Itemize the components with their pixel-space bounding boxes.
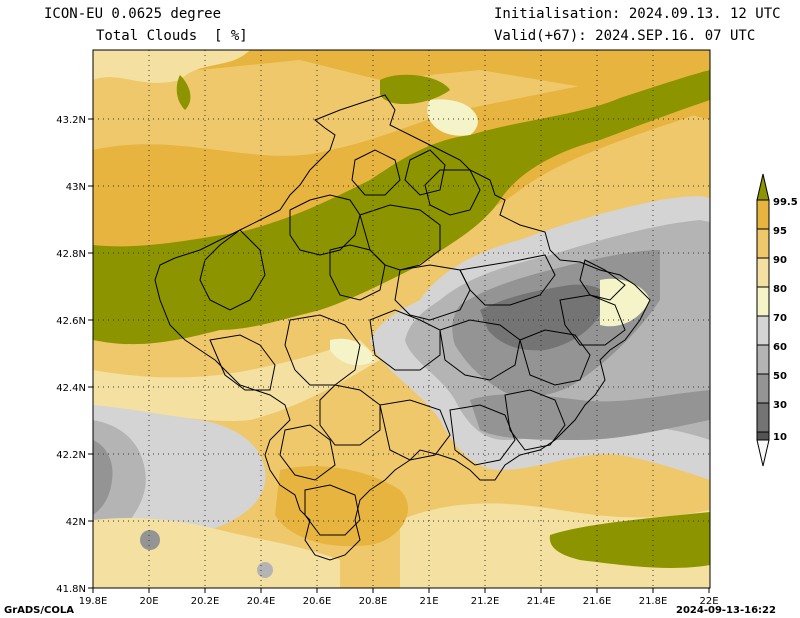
colorbar-top-arrow <box>756 173 770 201</box>
lon-label: 21.6E <box>583 596 612 607</box>
lon-label: 20.2E <box>191 596 220 607</box>
colorbar-label: 95 <box>773 226 787 237</box>
lat-label: 42.4N <box>56 383 86 394</box>
lon-label: 19.8E <box>79 596 108 607</box>
colorbar-swatch <box>756 199 770 230</box>
lat-label: 42.6N <box>56 316 86 327</box>
lon-label: 20E <box>139 596 158 607</box>
lon-label: 20.8E <box>359 596 388 607</box>
colorbar-swatch <box>756 257 770 288</box>
colorbar-label: 50 <box>773 371 787 382</box>
colorbar-swatch <box>756 228 770 259</box>
footer-right: 2024-09-13-16:22 <box>676 605 776 616</box>
colorbar-label: 10 <box>773 432 787 443</box>
lat-label: 41.8N <box>56 584 86 595</box>
lat-label: 42.8N <box>56 249 86 260</box>
lat-label: 43N <box>66 182 86 193</box>
lat-label: 42N <box>66 517 86 528</box>
cloud-field <box>93 50 710 588</box>
lon-label: 21E <box>419 596 438 607</box>
colorbar-label: 60 <box>773 342 787 353</box>
admin-borders <box>154 94 651 561</box>
footer-left: GrADS/COLA <box>4 605 74 616</box>
lon-label: 21.8E <box>639 596 668 607</box>
colorbar-bottom-arrow <box>756 439 770 467</box>
lon-label: 21.2E <box>471 596 500 607</box>
field-title: Total Clouds [ %] <box>96 28 248 44</box>
lon-label: 20.6E <box>303 596 332 607</box>
colorbar-label: 90 <box>773 255 787 266</box>
model-title: ICON-EU 0.0625 degree <box>44 6 222 22</box>
colorbar-label: 80 <box>773 284 787 295</box>
colorbar-swatch <box>756 431 770 441</box>
colorbar-label: 70 <box>773 313 787 324</box>
valid-time: Valid(+67): 2024.SEP.16. 07 UTC <box>494 28 756 44</box>
lat-label: 43.2N <box>56 115 86 126</box>
lon-label: 21.4E <box>527 596 556 607</box>
colorbar-swatch <box>756 402 770 433</box>
axis-ticks <box>88 118 710 593</box>
init-time: Initialisation: 2024.09.13. 12 UTC <box>494 6 781 22</box>
lat-label: 42.2N <box>56 450 86 461</box>
colorbar <box>756 173 770 467</box>
lon-label: 22E <box>699 596 718 607</box>
colorbar-swatch <box>756 286 770 317</box>
map-frame <box>92 49 711 589</box>
colorbar-label: 30 <box>773 400 787 411</box>
colorbar-swatch <box>756 344 770 375</box>
colorbar-label: 99.5 <box>773 197 798 208</box>
colorbar-swatch <box>756 315 770 346</box>
colorbar-swatch <box>756 373 770 404</box>
lon-label: 20.4E <box>247 596 276 607</box>
